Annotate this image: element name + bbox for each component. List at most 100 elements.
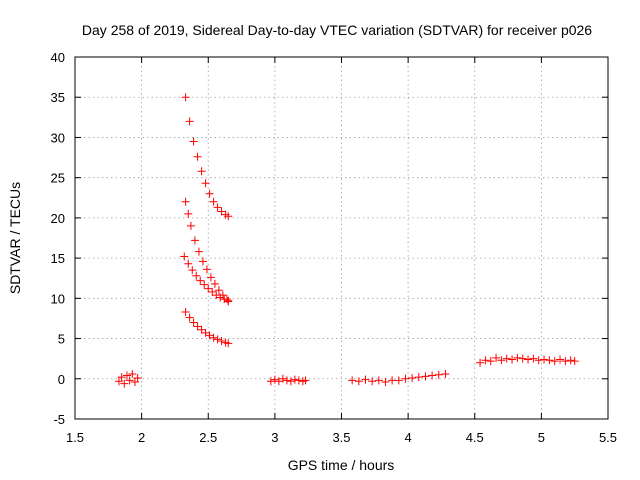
x-tick-labels: 1.5 2 2.5 3 3.5 4 4.5 5 5.5	[66, 430, 617, 445]
y-tick-labels: -5 0 5 10 15 20 25 30 35 40	[51, 50, 65, 427]
data-point	[117, 373, 126, 382]
data-point	[213, 203, 222, 212]
y-tick-label: 40	[51, 50, 65, 65]
data-point	[208, 287, 217, 296]
data-point	[196, 276, 205, 285]
data-point	[133, 373, 142, 382]
data-point	[434, 370, 443, 379]
y-axis-label: SDTVAR / TECUs	[7, 182, 23, 294]
series-decay-top	[181, 93, 233, 221]
data-point	[193, 322, 202, 331]
data-point	[130, 377, 139, 386]
data-point	[270, 375, 279, 384]
data-point	[214, 286, 223, 295]
data-points	[114, 93, 579, 388]
data-point	[184, 209, 193, 218]
data-point	[189, 137, 198, 146]
data-point	[180, 252, 189, 261]
data-point	[125, 376, 134, 385]
data-point	[566, 356, 575, 365]
data-point	[421, 372, 430, 381]
data-point	[348, 376, 357, 385]
data-point	[181, 197, 190, 206]
data-point	[286, 377, 295, 386]
data-point	[414, 373, 423, 382]
data-point	[200, 280, 209, 289]
data-point	[114, 377, 123, 386]
data-point	[561, 357, 570, 366]
series-pass-a-2h	[114, 369, 142, 388]
data-point	[216, 293, 225, 302]
data-point	[224, 339, 233, 348]
data-point	[476, 358, 485, 367]
data-point	[408, 373, 417, 382]
data-point	[204, 284, 213, 293]
data-point	[508, 355, 517, 364]
series-decay-mid-lower	[180, 252, 233, 305]
data-point	[278, 374, 287, 383]
data-point	[556, 355, 565, 364]
y-tick-label: 20	[51, 211, 65, 226]
data-point	[354, 377, 363, 386]
x-tick-label: 1.5	[66, 430, 84, 445]
data-point	[401, 374, 410, 383]
data-point	[502, 354, 511, 363]
x-tick-label: 5.5	[599, 430, 617, 445]
data-point	[492, 353, 501, 362]
data-point	[209, 197, 218, 206]
x-tick-label: 4.5	[466, 430, 484, 445]
data-point	[368, 377, 377, 386]
x-tick-label: 5	[538, 430, 545, 445]
data-point	[290, 375, 299, 384]
data-point	[201, 179, 210, 188]
data-point	[282, 376, 291, 385]
data-point	[190, 236, 199, 245]
data-point	[394, 376, 403, 385]
data-point	[189, 318, 198, 327]
data-point	[550, 357, 559, 366]
data-point	[570, 357, 579, 366]
data-point	[529, 354, 538, 363]
y-tick-label: 25	[51, 171, 65, 186]
data-point	[220, 295, 229, 304]
y-tick-label: -5	[53, 412, 65, 427]
data-point	[185, 313, 194, 322]
data-point	[185, 117, 194, 126]
data-point	[205, 189, 214, 198]
y-tick-label: 0	[58, 372, 65, 387]
data-point	[534, 356, 543, 365]
grid	[75, 57, 608, 419]
data-point	[198, 257, 207, 266]
series-pass-3h	[266, 374, 310, 386]
data-point	[128, 369, 137, 378]
y-tick-label: 35	[51, 90, 65, 105]
series-decay-bottom	[181, 308, 233, 348]
data-point	[210, 279, 219, 288]
data-point	[481, 356, 490, 365]
data-point	[192, 271, 201, 280]
data-point	[518, 354, 527, 363]
data-point	[197, 167, 206, 176]
data-point	[197, 325, 206, 334]
x-tick-label: 2.5	[199, 430, 217, 445]
data-point	[194, 247, 203, 256]
data-point	[186, 221, 195, 230]
x-tick-label: 3	[271, 430, 278, 445]
data-point	[193, 152, 202, 161]
data-point	[184, 259, 193, 268]
y-tick-label: 15	[51, 251, 65, 266]
data-point	[266, 377, 275, 386]
data-point	[122, 371, 131, 380]
data-point	[209, 333, 218, 342]
data-point	[224, 296, 233, 305]
data-point	[217, 336, 226, 345]
y-tick-label: 30	[51, 130, 65, 145]
data-point	[206, 273, 215, 282]
data-point	[381, 377, 390, 386]
x-tick-label: 4	[405, 430, 412, 445]
data-point	[540, 355, 549, 364]
data-point	[441, 369, 450, 378]
data-point	[513, 353, 522, 362]
data-point	[213, 335, 222, 344]
